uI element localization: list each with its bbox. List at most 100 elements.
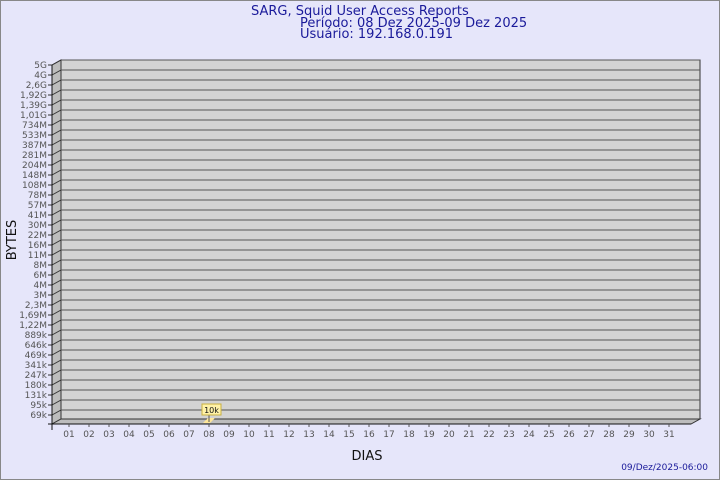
y-grid-diagonal [51, 169, 62, 176]
y-grid-diagonal [51, 309, 62, 316]
y-grid-diagonal [51, 229, 62, 236]
y-grid-diagonal [51, 319, 62, 326]
y-axis-label: BYTES [5, 220, 20, 261]
y-tick-label: 281M [22, 151, 47, 161]
x-tick-label: 15 [343, 430, 354, 440]
x-tick-label: 01 [63, 430, 74, 440]
x-axis-label: DIAS [352, 449, 383, 464]
plot-floor [50, 418, 702, 425]
y-tick-label: 1,22M [19, 321, 47, 331]
y-grid-diagonal [51, 389, 62, 396]
x-tick-label: 26 [563, 430, 575, 440]
y-tick-label: 247k [25, 371, 48, 381]
y-tick-label: 95k [30, 401, 47, 411]
y-grid-diagonal [51, 209, 62, 216]
x-tick-label: 02 [83, 430, 94, 440]
y-grid-diagonal [51, 89, 62, 96]
x-tick-label: 08 [203, 430, 215, 440]
x-tick-label: 04 [123, 430, 135, 440]
x-tick-label: 12 [283, 430, 294, 440]
y-grid-diagonal [51, 119, 62, 126]
x-tick-label: 31 [663, 430, 674, 440]
x-tick-label: 19 [423, 430, 435, 440]
chart-subtitle-user: Usuário: 192.168.0.191 [300, 27, 453, 42]
x-tick-label: 28 [603, 430, 615, 440]
y-grid-diagonal [51, 159, 62, 166]
x-tick-label: 29 [623, 430, 635, 440]
y-tick-label: 387M [22, 141, 47, 151]
y-grid-diagonal [51, 349, 62, 356]
y-tick-label: 341k [25, 361, 48, 371]
x-tick-label: 07 [183, 430, 194, 440]
y-tick-label: 22M [28, 231, 47, 241]
x-tick-label: 11 [263, 430, 274, 440]
x-tick-label: 24 [523, 430, 535, 440]
y-grid-diagonal [51, 399, 62, 406]
x-tick-label: 10 [243, 430, 255, 440]
y-grid-diagonal [51, 249, 62, 256]
y-tick-label: 734M [22, 121, 47, 131]
y-tick-label: 646k [25, 341, 48, 351]
y-tick-label: 2,3M [25, 301, 47, 311]
y-grid-diagonal [51, 279, 62, 286]
y-tick-label: 78M [28, 191, 47, 201]
data-label-box [201, 403, 222, 416]
y-tick-label: 204M [22, 161, 47, 171]
x-tick-label: 21 [463, 430, 474, 440]
footer-timestamp: 09/Dez/2025-06:00 [621, 463, 708, 473]
x-tick-label: 17 [383, 430, 394, 440]
y-grid-diagonal [51, 219, 62, 226]
y-grid-diagonal [51, 329, 62, 336]
y-grid-diagonal [51, 339, 62, 346]
y-grid-diagonal [51, 109, 62, 116]
y-grid-diagonal [51, 69, 62, 76]
y-tick-label: 4G [34, 71, 47, 81]
x-tick-label: 14 [323, 430, 335, 440]
data-label: 10k [204, 406, 219, 415]
y-tick-label: 1,69M [19, 311, 47, 321]
y-grid-diagonal [51, 99, 62, 106]
y-grid-diagonal [51, 239, 62, 246]
x-tick-label: 03 [103, 430, 114, 440]
y-tick-label: 11M [28, 251, 47, 261]
x-tick-label: 23 [503, 430, 514, 440]
chart-title: SARG, Squid User Access Reports [251, 4, 469, 19]
x-tick-label: 13 [303, 430, 314, 440]
y-tick-label: 1,39G [20, 101, 47, 111]
y-tick-label: 1,92G [20, 91, 47, 101]
y-grid-diagonal [51, 369, 62, 376]
x-tick-label: 25 [543, 430, 554, 440]
x-tick-label: 18 [403, 430, 415, 440]
y-tick-label: 16M [28, 241, 47, 251]
y-tick-label: 1,01G [20, 111, 47, 121]
y-tick-label: 69k [30, 411, 47, 421]
x-tick-label: 05 [143, 430, 154, 440]
y-tick-label: 469k [25, 351, 48, 361]
x-tick-label: 30 [643, 430, 655, 440]
x-tick-label: 06 [163, 430, 175, 440]
y-grid-diagonal [51, 199, 62, 206]
y-grid-diagonal [51, 299, 62, 306]
y-grid-diagonal [51, 379, 62, 386]
y-tick-label: 6M [34, 271, 48, 281]
y-grid-diagonal [51, 139, 62, 146]
y-tick-label: 2,6G [26, 81, 47, 91]
y-tick-label: 889k [25, 331, 48, 341]
x-tick-label: 20 [443, 430, 455, 440]
y-grid-diagonal [51, 59, 62, 66]
y-grid-diagonal [51, 259, 62, 266]
chart-subtitle-period: Período: 08 Dez 2025-09 Dez 2025 [300, 16, 527, 31]
y-tick-label: 533M [22, 131, 47, 141]
y-tick-label: 108M [22, 181, 47, 191]
y-grid-diagonal [51, 79, 62, 86]
x-tick-label: 27 [583, 430, 594, 440]
y-grid-diagonal [51, 179, 62, 186]
y-grid-diagonal [51, 269, 62, 276]
y-tick-label: 41M [28, 211, 47, 221]
y-tick-label: 180k [25, 381, 48, 391]
y-grid-diagonal [51, 289, 62, 296]
y-grid-diagonal [51, 129, 62, 136]
x-tick-label: 22 [483, 430, 494, 440]
y-grid-diagonal [51, 149, 62, 156]
